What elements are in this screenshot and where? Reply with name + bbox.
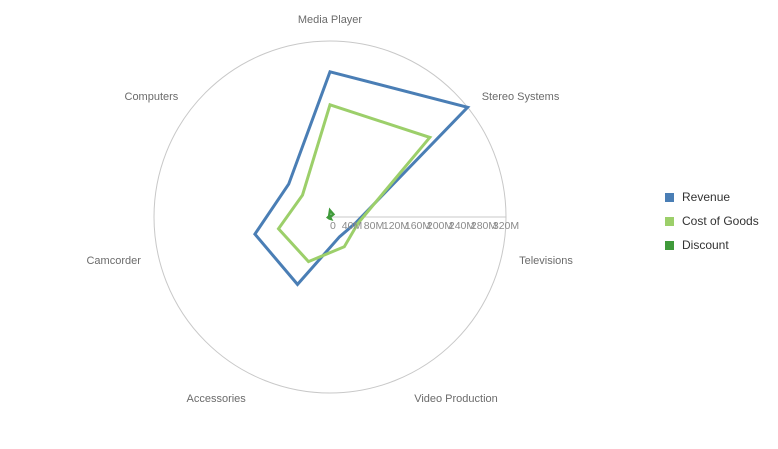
radial-tick-label: 120M: [383, 220, 409, 232]
radar-series: [253, 70, 471, 287]
radial-tick-label: 200M: [427, 220, 453, 232]
series-revenue: [253, 70, 471, 287]
legend-label: Revenue: [682, 190, 731, 204]
category-label: Stereo Systems: [482, 91, 560, 103]
category-label: Televisions: [519, 255, 573, 267]
series-cost-of-goods: [276, 102, 433, 264]
category-label: Media Player: [298, 14, 363, 26]
radial-tick-label: 240M: [449, 220, 475, 232]
radial-tick-label: 80M: [364, 220, 384, 232]
radial-tick-label: 280M: [471, 220, 497, 232]
legend-item[interactable]: Revenue: [665, 185, 759, 209]
legend-swatch: [665, 240, 674, 250]
legend: Revenue Cost of Goods Discount: [665, 185, 759, 257]
radial-tick-label: 0: [330, 220, 336, 232]
radial-tick-label: 160M: [405, 220, 431, 232]
category-label: Accessories: [187, 393, 247, 405]
radial-tick-label: 40M: [342, 220, 362, 232]
radial-tick-label: 320M: [493, 220, 519, 232]
legend-label: Cost of Goods: [682, 214, 759, 228]
legend-swatch: [665, 216, 674, 226]
legend-item[interactable]: Discount: [665, 233, 759, 257]
category-labels: Media Player Stereo Systems Televisions Vid…: [86, 14, 573, 405]
series-discount: [325, 207, 336, 222]
legend-item[interactable]: Cost of Goods: [665, 209, 759, 233]
legend-label: Discount: [682, 238, 729, 252]
category-label: Computers: [125, 91, 179, 103]
legend-swatch: [665, 192, 674, 202]
category-label: Camcorder: [86, 255, 141, 267]
category-label: Video Production: [414, 393, 498, 405]
